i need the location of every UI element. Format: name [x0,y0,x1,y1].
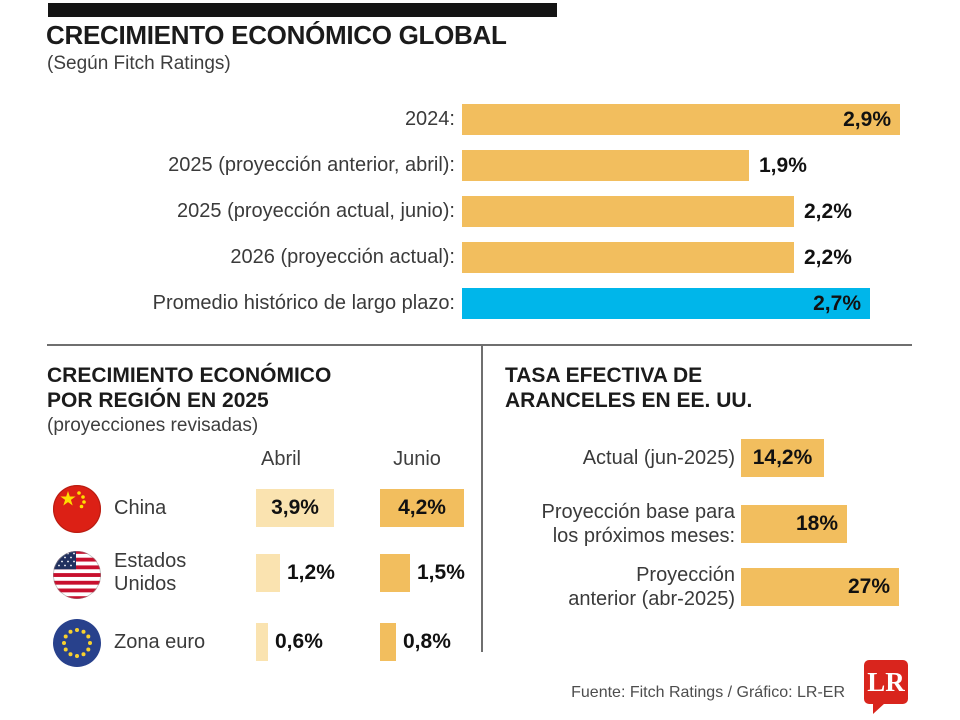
region-section-subtitle: (proyecciones revisadas) [47,415,259,436]
bar-label: 2025 (proyección actual, junio): [177,200,455,222]
bar [380,623,396,661]
bar-value: 0,8% [403,630,451,653]
bar-value: 2,2% [804,199,852,223]
region-bar-cell: 3,9% [256,489,334,527]
region-bar-cell: 1,5% [380,554,465,592]
bar-row-promedio: Promedio histórico de largo plazo: 2,7% [48,288,870,319]
bar-value: 0,6% [275,630,323,653]
bar-label: 2024: [404,108,455,130]
us-flag-icon [52,550,102,600]
bar-value: 2,7% [813,292,861,315]
bar: 4,2% [380,489,464,527]
tariff-label-base: Proyección base para los próximos meses: [541,501,735,547]
bar-row-2025-actual: 2025 (proyección actual, junio): 2,2% [48,196,852,227]
header-black-bar [48,3,557,17]
column-header-junio: Junio [393,448,441,470]
bar-label: Promedio histórico de largo plazo: [152,292,455,314]
bar-value: 1,2% [287,561,335,584]
region-bar-cell: 0,6% [256,623,323,661]
region-label-zona-euro: Zona euro [114,630,206,653]
source-credit: Fuente: Fitch Ratings / Gráfico: LR-ER [571,684,845,701]
bar: 2,9% [462,104,900,135]
column-header-abril: Abril [260,448,301,470]
tariff-label-actual: Actual (jun-2025) [582,447,735,469]
page-subtitle: (Según Fitch Ratings) [47,53,231,74]
bar-value: 2,9% [843,108,891,131]
tariff-label-anterior: Proyección anterior (abr-2025) [568,564,735,610]
bar-value: 4,2% [398,496,446,519]
bar-value: 14,2% [752,446,813,469]
bar: 2,7% [462,288,870,319]
bar [462,150,749,181]
vertical-divider [481,346,483,652]
bar [380,554,410,592]
bar [462,242,794,273]
bar-value: 1,5% [417,561,465,584]
region-bar-cell: 1,2% [256,554,335,592]
region-bar-cell: 0,8% [380,623,451,661]
tariff-bar-cell: 27% [741,568,899,606]
bar-label: 2025 (proyección anterior, abril): [168,154,455,176]
bar-row-2026: 2026 (proyección actual): 2,2% [48,242,852,273]
bar-value: 1,9% [759,153,807,177]
bar [256,554,280,592]
bar-value: 18% [795,512,838,535]
bar: 27% [741,568,899,606]
bar: 18% [741,505,847,543]
bar-label: 2026 (proyección actual): [230,246,455,268]
page-title: CRECIMIENTO ECONÓMICO GLOBAL [46,20,507,50]
bar-value: 27% [847,575,890,598]
tariff-bar-cell: 14,2% [741,439,824,477]
bar-row-2025-anterior: 2025 (proyección anterior, abril): 1,9% [48,150,807,181]
china-flag-icon [52,484,102,534]
tariff-section-title: TASA EFECTIVA DE ARANCELES EN EE. UU. [505,364,753,412]
bar-row-2024: 2024: 2,9% [48,104,900,135]
bar: 14,2% [741,439,824,477]
region-label-estados-unidos: Estados Unidos [114,550,187,595]
region-label-china: China [114,496,167,519]
bar-value: 2,2% [804,245,852,269]
region-section-title: CRECIMIENTO ECONÓMICO POR REGIÓN EN 2025 [47,364,332,412]
bar [256,623,268,661]
bar [462,196,794,227]
bar-value: 3,9% [271,496,319,519]
lr-logo: LR [864,660,908,714]
horizontal-divider [47,344,912,346]
bar: 3,9% [256,489,334,527]
region-bar-cell: 4,2% [380,489,464,527]
eu-flag-icon [52,618,102,668]
tariff-bar-cell: 18% [741,505,847,543]
